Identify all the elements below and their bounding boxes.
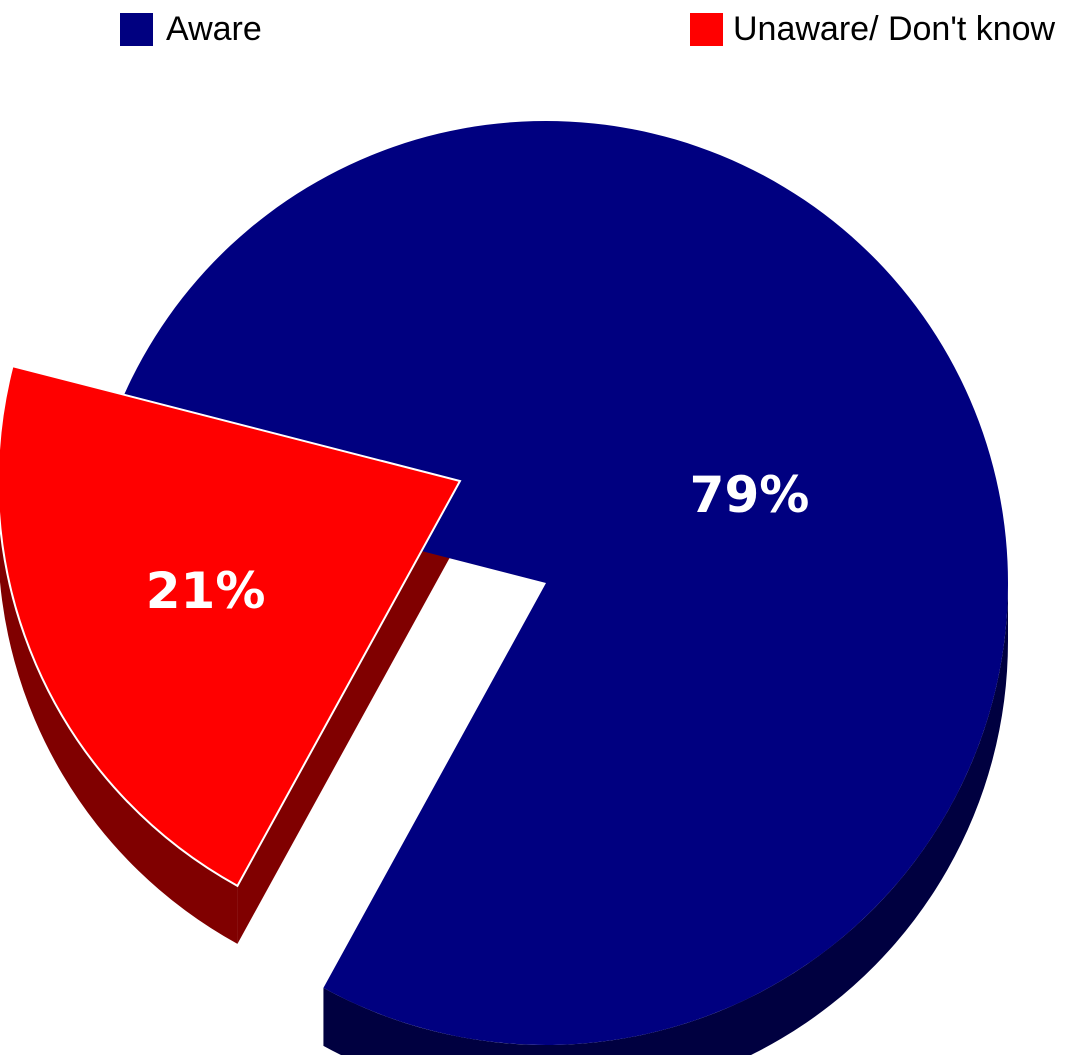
slice-side-unaware bbox=[0, 523, 238, 944]
legend-swatch-aware bbox=[120, 13, 153, 46]
slice-tops bbox=[0, 120, 1009, 1045]
legend-swatch-unaware bbox=[690, 13, 723, 46]
slice-sides bbox=[0, 481, 1008, 1055]
legend-label-aware: Aware bbox=[166, 10, 262, 48]
legend-item-unaware[interactable]: Unaware/ Don't know bbox=[690, 10, 1056, 48]
slice-unaware[interactable] bbox=[0, 364, 462, 888]
legend: Aware Unaware/ Don't know bbox=[120, 10, 1056, 48]
legend-label-unaware: Unaware/ Don't know bbox=[733, 10, 1056, 48]
data-label-unaware: 21% bbox=[146, 562, 266, 620]
legend-item-aware[interactable]: Aware bbox=[120, 10, 262, 48]
slice-aware[interactable] bbox=[98, 120, 1009, 1045]
slice-face-unaware bbox=[237, 481, 460, 944]
data-label-aware: 79% bbox=[690, 466, 810, 524]
data-labels: 79% 21% bbox=[146, 466, 810, 620]
